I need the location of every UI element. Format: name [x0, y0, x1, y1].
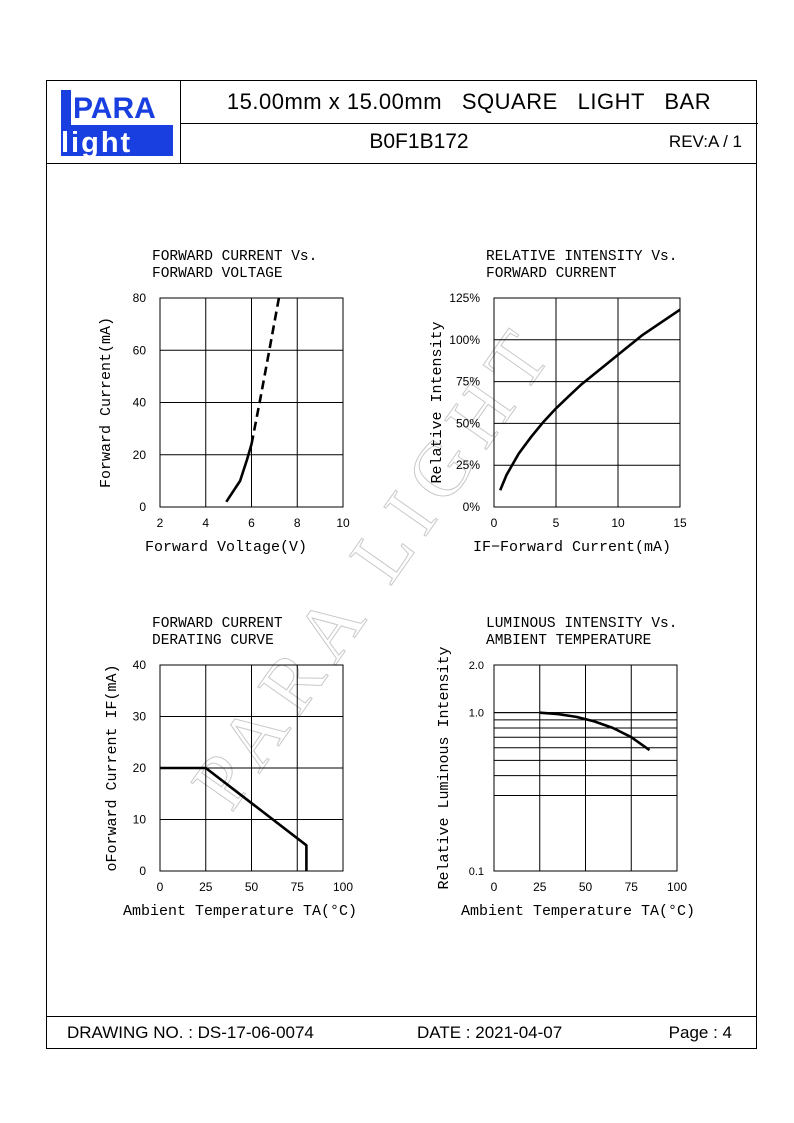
chart-title-line: FORWARD CURRENT: [486, 266, 617, 282]
y-tick-label: 100%: [449, 333, 480, 347]
x-tick-label: 10: [611, 516, 625, 530]
x-tick-label: 2: [157, 516, 164, 530]
x-axis-label: Ambient Temperature TA(°C): [123, 903, 357, 920]
x-axis-label: IF−Forward Current(mA): [473, 539, 671, 556]
y-tick-label: 0: [139, 500, 146, 514]
x-tick-label: 5: [553, 516, 560, 530]
x-tick-label: 0: [157, 880, 164, 894]
y-tick-label: 30: [133, 710, 147, 724]
series-line: [250, 297, 281, 445]
x-tick-label: 0: [491, 880, 498, 894]
series-line: [498, 308, 681, 491]
x-tick-label: 75: [625, 880, 639, 894]
chart-2: RELATIVE INTENSITY Vs.FORWARD CURRENT 0 5 1…: [429, 249, 687, 556]
y-axis-label: oForward Current IF(mA): [104, 664, 121, 871]
y-tick-label: 60: [133, 343, 147, 357]
chart-title-line: AMBIENT TEMPERATURE: [486, 633, 651, 649]
para-light-logo: PARA light: [61, 90, 173, 158]
y-tick-label: 80: [133, 291, 147, 305]
y-tick-label: 125%: [449, 291, 480, 305]
y-tick-label: 2.0: [469, 660, 484, 672]
y-tick-label: 0.1: [469, 866, 484, 878]
logo-top-text: PARA: [73, 92, 156, 125]
x-axis-label: Forward Voltage(V): [145, 539, 307, 556]
y-axis-label: Forward Current(mA): [98, 317, 115, 488]
drawing-date: DATE : 2021-04-07: [417, 1023, 563, 1042]
drawing-number: DRAWING NO. : DS-17-06-0074: [67, 1023, 314, 1042]
chart-title-line: LUMINOUS INTENSITY Vs.: [486, 616, 677, 632]
y-axis-label: Relative Intensity: [429, 321, 446, 483]
chart-title-line: RELATIVE INTENSITY Vs.: [486, 249, 677, 265]
y-tick-label: 75%: [456, 375, 480, 389]
y-tick-label: 20: [133, 448, 147, 462]
page-number: Page : 4: [668, 1023, 732, 1042]
x-tick-label: 25: [199, 880, 213, 894]
watermark-text: PARA LIGHT: [174, 306, 572, 823]
chart-1: FORWARD CURRENT Vs.FORWARD VOLTAGE 2 4 6 8 10…: [98, 249, 350, 556]
chart-title-line: FORWARD VOLTAGE: [152, 266, 283, 282]
x-tick-label: 4: [202, 516, 209, 530]
x-tick-label: 8: [294, 516, 301, 530]
x-tick-label: 100: [333, 880, 353, 894]
y-tick-label: 0%: [463, 500, 481, 514]
series-line: [160, 766, 308, 871]
logo-divider: [180, 81, 181, 163]
y-tick-label: 25%: [456, 458, 480, 472]
plot-frame: [493, 297, 681, 508]
x-tick-label: 100: [667, 880, 687, 894]
chart-title-line: FORWARD CURRENT: [152, 616, 283, 632]
x-tick-label: 50: [579, 880, 593, 894]
y-tick-label: 40: [133, 396, 147, 410]
x-tick-label: 50: [245, 880, 259, 894]
y-tick-label: 10: [133, 813, 147, 827]
y-tick-label: 40: [133, 658, 147, 672]
chart-4: LUMINOUS INTENSITY Vs.AMBIENT TEMPERATUR…: [436, 616, 695, 920]
x-tick-label: 0: [491, 516, 498, 530]
x-axis-label: Ambient Temperature TA(°C): [461, 903, 695, 920]
page-title: 15.00mm x 15.00mm SQUARE LIGHT BAR: [226, 89, 712, 114]
x-tick-label: 75: [291, 880, 305, 894]
x-tick-label: 15: [673, 516, 687, 530]
y-axis-label: Relative Luminous Intensity: [436, 646, 453, 889]
x-tick-label: 25: [533, 880, 547, 894]
logo-bottom-text: light: [61, 127, 132, 158]
x-tick-label: 6: [248, 516, 255, 530]
y-tick-label: 0: [139, 864, 146, 878]
x-tick-label: 10: [336, 516, 350, 530]
chart-title-line: FORWARD CURRENT Vs.: [152, 249, 317, 265]
series-line: [225, 443, 253, 503]
revision: REV:A / 1: [668, 132, 742, 151]
footer-top-border: [47, 1016, 756, 1017]
chart-title-line: DERATING CURVE: [152, 633, 274, 649]
part-number: B0F1B172: [369, 130, 469, 153]
header-divider: [181, 123, 758, 124]
y-tick-label: 20: [133, 761, 147, 775]
header-bottom-border: [47, 163, 756, 164]
y-tick-label: 50%: [456, 416, 480, 430]
y-tick-label: 1.0: [469, 708, 484, 720]
series-line: [539, 711, 651, 752]
drawing-frame: PARA light 15.00mm x 15.00mm SQUARE LIGH…: [46, 80, 758, 1049]
